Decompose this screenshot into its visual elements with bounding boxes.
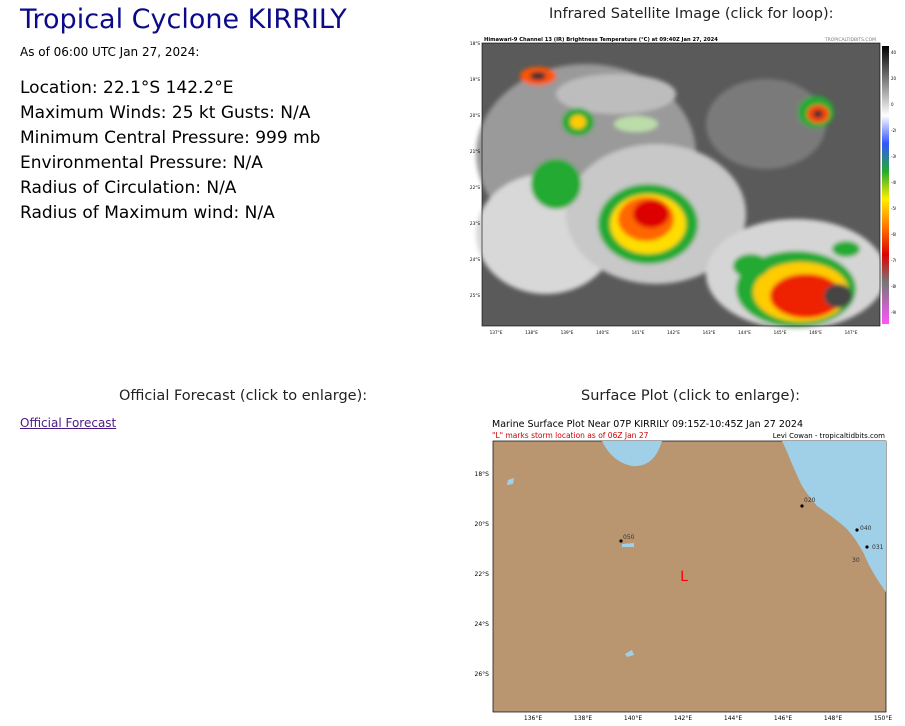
surface-lon-labels: 136°E 138°E 140°E 142°E 144°E 146°E 148°E 150°E bbox=[524, 715, 892, 722]
station-label: 040 bbox=[860, 525, 872, 532]
satellite-credit: TROPICALTIDBITS.COM bbox=[824, 37, 876, 43]
forecast-heading: Official Forecast (click to enlarge): bbox=[119, 388, 368, 404]
axis-tick-label: 20°S bbox=[475, 521, 490, 528]
stat-radius-circulation: Radius of Circulation: N/A bbox=[20, 178, 237, 198]
axis-tick-label: 140°E bbox=[596, 330, 609, 335]
satellite-image[interactable]: Himawari-9 Channel 13 (IR) Brightness Te… bbox=[466, 34, 896, 340]
axis-tick-label: 141°E bbox=[632, 330, 645, 335]
satellite-lat-labels: 18°S 19°S 20°S 21°S 22°S 23°S 24°S 25°S bbox=[470, 41, 480, 298]
axis-tick-label: 18°S bbox=[475, 471, 490, 478]
surface-map: L bbox=[492, 440, 887, 713]
satellite-lon-labels: 137°E 138°E 139°E 140°E 141°E 142°E 143°E 144°E… bbox=[490, 330, 858, 335]
axis-tick-label: -90 bbox=[891, 310, 896, 315]
satellite-colorbar-labels: 40 20 0 -20 -30 -40 -50 -60 -70 -80 -90 bbox=[891, 50, 896, 315]
storm-location-marker: L bbox=[680, 569, 688, 585]
axis-tick-label: 139°E bbox=[561, 330, 574, 335]
axis-tick-label: 19°S bbox=[470, 77, 480, 82]
surface-plot-subtitle: "L" marks storm location as of 06Z Jan 2… bbox=[492, 431, 649, 440]
axis-tick-label: 140°E bbox=[624, 715, 642, 722]
axis-tick-label: 142°E bbox=[667, 330, 680, 335]
axis-tick-label: 0 bbox=[891, 102, 894, 107]
axis-tick-label: 146°E bbox=[774, 715, 792, 722]
axis-tick-label: 20 bbox=[891, 76, 896, 81]
axis-tick-label: 25°S bbox=[470, 293, 480, 298]
axis-tick-label: 150°E bbox=[874, 715, 892, 722]
axis-tick-label: -80 bbox=[891, 284, 896, 289]
stat-min-pressure: Minimum Central Pressure: 999 mb bbox=[20, 128, 321, 148]
axis-tick-label: -60 bbox=[891, 232, 896, 237]
surface-lat-labels: 18°S 20°S 22°S 24°S 26°S bbox=[475, 471, 490, 678]
axis-tick-label: 145°E bbox=[774, 330, 787, 335]
axis-tick-label: 144°E bbox=[738, 330, 751, 335]
axis-tick-label: 22°S bbox=[470, 185, 480, 190]
axis-tick-label: -50 bbox=[891, 206, 896, 211]
surface-heading: Surface Plot (click to enlarge): bbox=[581, 388, 801, 404]
surface-plot-image[interactable]: Marine Surface Plot Near 07P KIRRILY 09:… bbox=[472, 414, 892, 724]
axis-tick-label: 21°S bbox=[470, 149, 480, 154]
axis-tick-label: 137°E bbox=[490, 330, 503, 335]
station-label: 050 bbox=[623, 534, 635, 541]
axis-tick-label: 24°S bbox=[475, 621, 490, 628]
stat-radius-max-wind: Radius of Maximum wind: N/A bbox=[20, 203, 275, 223]
axis-tick-label: -40 bbox=[891, 180, 896, 185]
satellite-heading: Infrared Satellite Image (click for loop… bbox=[549, 6, 834, 22]
station-label: 031 bbox=[872, 544, 884, 551]
axis-tick-label: 40 bbox=[891, 50, 896, 55]
surface-plot-credit: Levi Cowan - tropicaltidbits.com bbox=[773, 432, 885, 440]
axis-tick-label: 18°S bbox=[470, 41, 480, 46]
axis-tick-label: 26°S bbox=[475, 671, 490, 678]
axis-tick-label: 143°E bbox=[703, 330, 716, 335]
axis-tick-label: -30 bbox=[891, 154, 896, 159]
stat-max-winds: Maximum Winds: 25 kt Gusts: N/A bbox=[20, 103, 311, 123]
axis-tick-label: 144°E bbox=[724, 715, 742, 722]
axis-tick-label: 136°E bbox=[524, 715, 542, 722]
axis-tick-label: 147°E bbox=[845, 330, 858, 335]
official-forecast-link[interactable]: Official Forecast bbox=[20, 416, 117, 430]
storm-title: Tropical Cyclone KIRRILY bbox=[20, 4, 347, 35]
axis-tick-label: 148°E bbox=[824, 715, 842, 722]
as-of-timestamp: As of 06:00 UTC Jan 27, 2024: bbox=[20, 45, 200, 59]
axis-tick-label: 138°E bbox=[525, 330, 538, 335]
axis-tick-label: 24°S bbox=[470, 257, 480, 262]
axis-tick-label: -70 bbox=[891, 258, 896, 263]
stat-location: Location: 22.1°S 142.2°E bbox=[20, 78, 234, 98]
axis-tick-label: 138°E bbox=[574, 715, 592, 722]
axis-tick-label: 146°E bbox=[809, 330, 822, 335]
axis-tick-label: 20°S bbox=[470, 113, 480, 118]
stat-env-pressure: Environmental Pressure: N/A bbox=[20, 153, 263, 173]
axis-tick-label: 22°S bbox=[475, 571, 490, 578]
axis-tick-label: -20 bbox=[891, 128, 896, 133]
satellite-image-title: Himawari-9 Channel 13 (IR) Brightness Te… bbox=[484, 37, 718, 43]
axis-tick-label: 142°E bbox=[674, 715, 692, 722]
station-label: 020 bbox=[804, 497, 816, 504]
station-label: 30 bbox=[852, 557, 860, 564]
station-observations: 050 020 040 031 30 bbox=[619, 497, 884, 564]
axis-tick-label: 23°S bbox=[470, 221, 480, 226]
surface-plot-title: Marine Surface Plot Near 07P KIRRILY 09:… bbox=[492, 419, 803, 430]
